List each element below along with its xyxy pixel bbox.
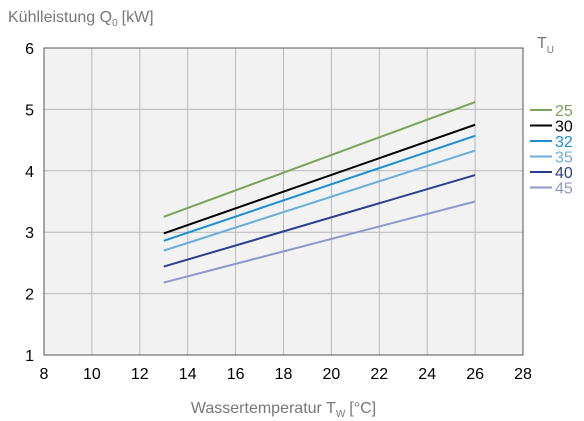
x-tick-label: 18 bbox=[275, 366, 293, 383]
legend-title: TU bbox=[537, 35, 554, 56]
legend-label-25: 25 bbox=[555, 103, 573, 120]
y-tick-label: 1 bbox=[25, 348, 34, 365]
plot-frame bbox=[43, 47, 524, 356]
x-tick-label: 20 bbox=[323, 366, 341, 383]
x-tick-label: 26 bbox=[466, 366, 484, 383]
y-tick-label: 2 bbox=[25, 287, 34, 304]
x-tick-label: 24 bbox=[418, 366, 436, 383]
series-lines bbox=[163, 101, 476, 284]
y-tick-label: 3 bbox=[25, 225, 34, 242]
x-tick-label: 28 bbox=[514, 366, 532, 383]
series-line-30 bbox=[163, 123, 476, 235]
x-axis-label: Wassertemperatur TW [°C] bbox=[191, 400, 376, 420]
x-tick-label: 14 bbox=[179, 366, 197, 383]
series-line-35 bbox=[163, 149, 476, 252]
legend-label-30: 30 bbox=[555, 119, 573, 136]
y-axis-label: Kühlleistung Q0 [kW] bbox=[8, 9, 154, 29]
legend-label-35: 35 bbox=[555, 150, 573, 167]
series-line-40 bbox=[163, 174, 476, 268]
x-tick-label: 10 bbox=[83, 366, 101, 383]
series-line-25 bbox=[163, 101, 476, 218]
series-line-45 bbox=[163, 200, 476, 284]
y-tick-label: 6 bbox=[25, 41, 34, 58]
legend-label-32: 32 bbox=[555, 134, 573, 151]
x-tick-label: 16 bbox=[227, 366, 245, 383]
x-tick-label: 12 bbox=[131, 366, 149, 383]
legend-label-40: 40 bbox=[555, 165, 573, 182]
x-tick-label: 22 bbox=[370, 366, 388, 383]
series-line-32 bbox=[163, 134, 476, 242]
y-tick-label: 5 bbox=[25, 102, 34, 119]
x-tick-label: 8 bbox=[40, 366, 49, 383]
legend-label-45: 45 bbox=[555, 181, 573, 198]
y-tick-label: 4 bbox=[25, 164, 34, 181]
